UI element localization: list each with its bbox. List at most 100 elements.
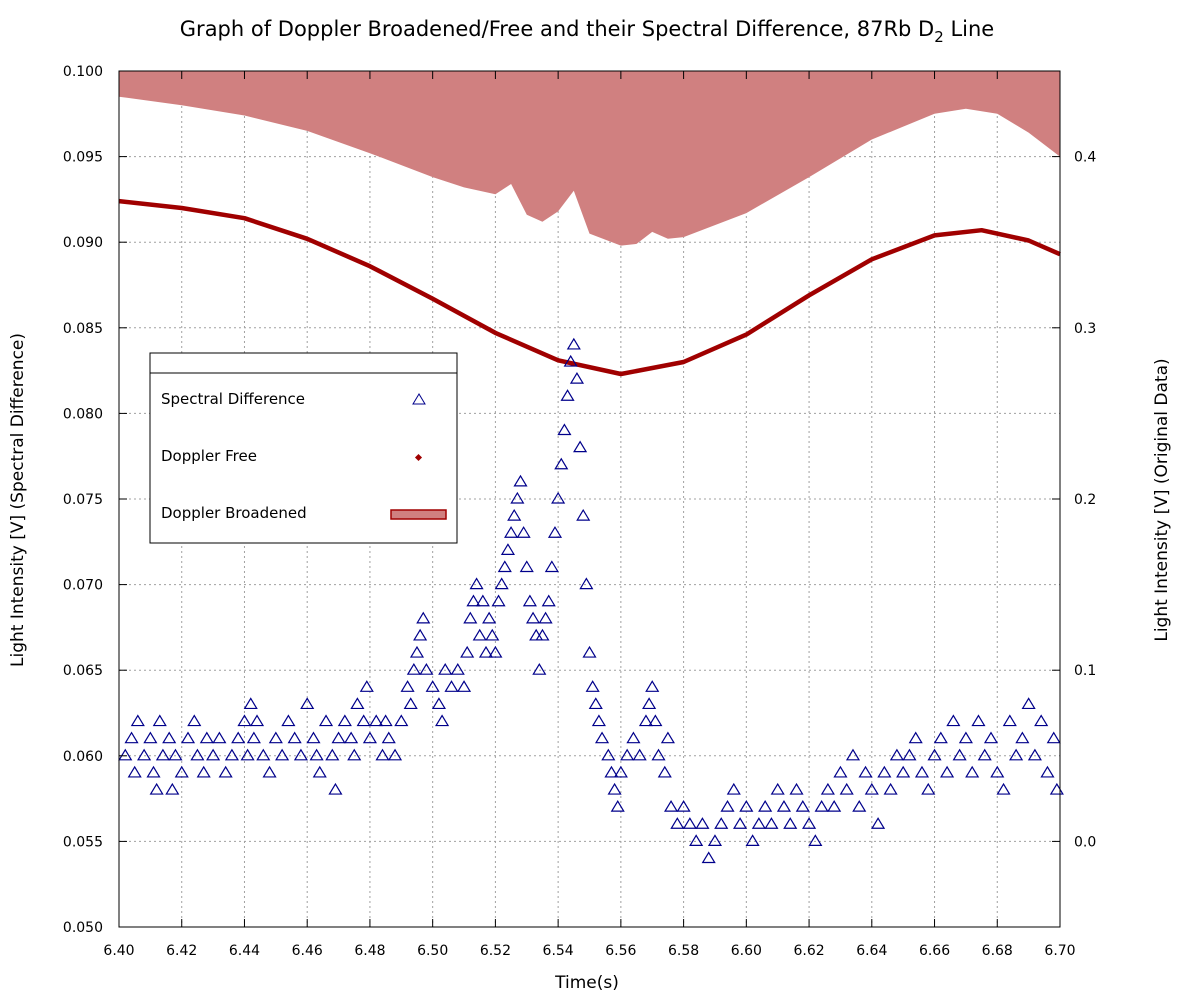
spectral-difference-point: [344, 731, 359, 744]
spectral-difference-point: [751, 817, 766, 829]
spectral-difference-point: [168, 748, 183, 761]
spectral-difference-point: [187, 714, 202, 727]
spectral-difference-point: [1046, 731, 1061, 744]
spectral-difference-point: [513, 474, 528, 487]
spectral-difference-point: [504, 526, 519, 538]
spectral-difference-point: [155, 748, 170, 761]
spectral-difference-point: [246, 731, 261, 744]
spectral-difference-point: [535, 628, 550, 641]
spectral-difference-point: [638, 714, 654, 727]
legend: Spectral Difference Doppler Free Doppler…: [149, 352, 458, 544]
spectral-difference-point: [419, 663, 434, 675]
spectral-difference-point: [557, 423, 572, 436]
spectral-difference-point: [356, 714, 371, 727]
spectral-difference-point: [497, 560, 512, 573]
spectral-difference-point: [438, 663, 453, 675]
y-left-tick-label: 0.050: [63, 920, 103, 936]
spectral-difference-point: [839, 782, 854, 795]
legend-marker-spectral-difference: [412, 393, 426, 405]
spectral-difference-point: [130, 714, 145, 727]
spectral-difference-point: [582, 645, 597, 658]
spectral-difference-point: [413, 628, 428, 641]
spectral-difference-point: [337, 714, 352, 727]
spectral-difference-point: [532, 663, 547, 675]
spectral-difference-point: [563, 354, 578, 367]
spectral-difference-point: [720, 799, 735, 812]
spectral-difference-point: [196, 765, 211, 778]
doppler-free-line: [118, 198, 1061, 377]
spectral-difference-point: [237, 714, 252, 727]
spectral-difference-point: [529, 628, 544, 641]
spectral-difference-point: [507, 508, 522, 521]
spectral-difference-point: [347, 748, 362, 761]
x-tick-label: 6.48: [354, 943, 385, 959]
spectral-difference-point: [394, 714, 409, 727]
spectral-difference-point: [472, 628, 487, 641]
spectral-difference-point: [682, 817, 697, 829]
spectral-difference-point: [268, 731, 283, 744]
spectral-difference-point: [952, 748, 967, 761]
spectral-difference-point: [864, 782, 879, 795]
spectral-difference-point: [243, 697, 258, 710]
y-right-tick-label: 0.4: [1074, 150, 1096, 166]
y-left-tick-label: 0.065: [63, 663, 103, 679]
x-tick-label: 6.56: [605, 943, 636, 959]
spectral-difference-point: [820, 782, 835, 795]
spectral-difference-point: [594, 731, 610, 744]
chart-title-tail: Line: [944, 17, 994, 41]
spectral-difference-point: [921, 782, 936, 795]
spectral-difference-point: [416, 611, 431, 624]
x-tick-label: 6.70: [1044, 943, 1075, 959]
x-tick-label: 6.58: [668, 943, 699, 959]
spectral-difference-point: [1034, 714, 1049, 727]
spectral-difference-point: [745, 834, 760, 847]
x-tick-label: 6.60: [731, 943, 762, 959]
spectral-difference-point: [475, 594, 490, 607]
spectral-difference-point: [240, 748, 255, 761]
x-tick-label: 6.54: [543, 943, 574, 959]
spectral-difference-point: [463, 611, 478, 624]
spectral-difference-point: [406, 663, 421, 675]
spectral-difference-point: [645, 680, 660, 692]
spectral-difference-point: [585, 680, 600, 692]
spectral-difference-point: [494, 577, 509, 590]
spectral-difference-point: [802, 817, 817, 829]
spectral-difference-point: [206, 748, 221, 761]
spectral-difference-point: [318, 714, 334, 727]
ticks: 6.40 6.42 6.44 6.46 6.48 6.50 6.52 6.54 6.56 6.58…: [63, 64, 1096, 959]
spectral-difference-point: [776, 799, 792, 812]
spectral-difference-point: [983, 731, 999, 744]
spectral-difference-point: [604, 765, 619, 778]
spectral-difference-point: [958, 731, 973, 744]
spectral-difference-point: [547, 526, 563, 538]
spectral-difference-point: [118, 748, 133, 761]
spectral-difference-point: [359, 680, 374, 692]
spectral-difference-point: [466, 594, 481, 607]
spectral-difference-point: [224, 748, 239, 761]
spectral-difference-point: [525, 611, 541, 624]
y-left-tick-label: 0.090: [63, 235, 103, 251]
spectral-difference-point: [579, 577, 594, 590]
spectral-difference-point: [444, 680, 459, 692]
spectral-difference-point: [435, 714, 450, 727]
spectral-difference-point: [162, 731, 177, 744]
spectral-difference-point: [632, 748, 647, 761]
spectral-difference-point: [331, 731, 346, 744]
spectral-difference-point: [1015, 731, 1030, 744]
spectral-difference-point: [588, 697, 603, 710]
spectral-difference-point: [965, 765, 980, 778]
spectral-difference-point: [500, 543, 516, 555]
spectral-difference-point: [808, 834, 823, 847]
spectral-difference-point: [381, 731, 396, 744]
spectral-difference-point: [733, 817, 748, 829]
legend-marker-doppler-broadened: [390, 509, 447, 520]
spectral-difference-point: [908, 731, 923, 744]
spectral-difference-point: [591, 714, 606, 727]
spectral-difference-point: [676, 799, 691, 812]
spectral-difference-point: [249, 714, 265, 727]
spectral-difference-point: [663, 799, 679, 812]
spectral-difference-point: [883, 782, 898, 795]
spectral-difference-point: [488, 645, 503, 658]
spectral-difference-point: [478, 645, 494, 658]
